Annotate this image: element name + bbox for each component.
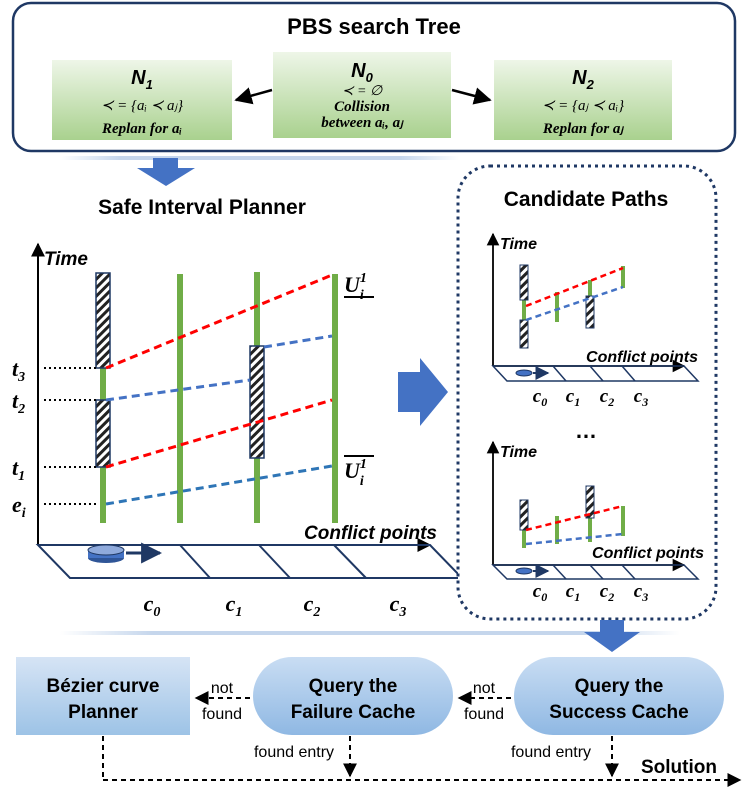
mini2-cell-c0: c0 — [533, 581, 547, 604]
node-n2-order: ≺ = {aⱼ ≺ aᵢ} — [542, 98, 624, 114]
collision-interval — [249, 345, 265, 459]
candidate-paths-title: Candidate Paths — [504, 188, 669, 211]
mini-chart-1: Time Conflict points c0 c1 c2 c3 — [486, 232, 700, 409]
found-entry-1: found entry — [254, 744, 334, 761]
safe-interval-c2 — [332, 274, 338, 523]
mini2-cell-c2: c2 — [600, 581, 614, 604]
sip-time-label: Time — [44, 249, 88, 270]
mini1-cell-c0: c0 — [533, 386, 547, 409]
tick-t3: t3 — [12, 356, 25, 385]
failure-cache-box — [253, 657, 453, 735]
candidate-path-blue — [263, 334, 333, 349]
sip-conflict-label: Conflict points — [304, 523, 437, 544]
sip-title: Safe Interval Planner — [98, 196, 306, 219]
sip-floor-divider — [258, 544, 291, 579]
query-flow: Bézier curve Planner Query the Failure C… — [16, 657, 742, 787]
solution-label: Solution — [641, 757, 717, 778]
node-n1-action: Replan for aᵢ — [101, 121, 182, 137]
failure-line1: Query the — [309, 676, 398, 697]
cell-c2: c2 — [304, 591, 321, 620]
tick-t1: t1 — [12, 455, 25, 484]
success-line2: Success Cache — [549, 702, 688, 723]
tick-ei: ei — [12, 492, 26, 521]
mini1-cell-c3: c3 — [634, 386, 648, 409]
mini2-conflict-label: Conflict points — [592, 545, 704, 562]
mini-chart-2: Time Conflict points c0 c1 c2 c3 — [486, 440, 704, 604]
cell-c3: c3 — [390, 591, 407, 620]
not-found-2-line1: not — [473, 680, 496, 697]
tick-t2: t2 — [12, 388, 25, 417]
found-entry-2: found entry — [511, 744, 591, 761]
sip-chart: Time Conflict points — [12, 242, 465, 620]
cell-c0: c0 — [144, 591, 161, 620]
lower-bound-label: U1 i — [344, 457, 367, 489]
bezier-line1: Bézier curve — [46, 676, 159, 697]
candidate-path-lower — [105, 464, 333, 506]
node-n1: N1 ≺ = {aᵢ ≺ aⱼ} Replan for aᵢ — [52, 60, 232, 140]
node-n1-order: ≺ = {aᵢ ≺ aⱼ} — [101, 98, 183, 114]
mini2-time-label: Time — [500, 444, 537, 461]
failure-line2: Failure Cache — [291, 702, 416, 723]
divider-top — [60, 156, 460, 160]
divider-bottom — [60, 631, 680, 635]
robot-icon — [87, 542, 163, 564]
upper-bound-label: U1 i — [344, 271, 367, 303]
node-n0: N0 ≺ = ∅ Collision between aᵢ, aⱼ — [273, 52, 451, 138]
mini2-cell-c1: c1 — [566, 581, 580, 604]
candidate-path-blue — [105, 378, 251, 402]
robot-icon — [515, 369, 533, 377]
down-arrow-icon — [137, 158, 195, 186]
sip-floor-divider — [333, 544, 367, 579]
not-found-1-line1: not — [211, 680, 234, 697]
arrow-n0-to-n1 — [234, 87, 273, 105]
node-n0-collision: Collision — [334, 99, 390, 115]
node-n2-action: Replan for aⱼ — [542, 121, 625, 137]
node-n0-name: N0 — [351, 60, 373, 85]
robot-icon — [515, 567, 533, 575]
node-n0-between: between aᵢ, aⱼ — [321, 115, 404, 131]
node-n2-name: N2 — [572, 67, 594, 92]
collision-interval — [95, 399, 111, 468]
not-found-2-line2: found — [464, 706, 504, 723]
not-found-1-line2: found — [202, 706, 242, 723]
mini1-time-label: Time — [500, 236, 537, 253]
node-n2-box — [494, 60, 672, 140]
node-n0-box — [273, 52, 451, 138]
mini2-cell-c3: c3 — [634, 581, 648, 604]
node-n2: N2 ≺ = {aⱼ ≺ aᵢ} Replan for aⱼ — [494, 60, 672, 140]
sip-floor-divider — [179, 544, 211, 579]
right-arrow-icon — [398, 358, 448, 426]
arrow-n0-to-n2 — [451, 87, 492, 105]
success-line1: Query the — [575, 676, 664, 697]
collision-interval — [95, 272, 111, 369]
more-candidates-ellipsis: … — [575, 418, 597, 443]
candidate-path-red — [105, 273, 333, 370]
node-n1-box — [52, 60, 232, 140]
bezier-planner-box — [16, 657, 190, 735]
down-arrow-icon — [584, 620, 640, 652]
mini1-cell-c1: c1 — [566, 386, 580, 409]
cell-c1: c1 — [226, 591, 243, 620]
bezier-line2: Planner — [68, 702, 138, 723]
mini1-cell-c2: c2 — [600, 386, 614, 409]
candidate-path-red — [105, 398, 333, 469]
pbs-search-tree: PBS search Tree N1 ≺ = {aᵢ ≺ aⱼ} Replan … — [11, 1, 737, 153]
success-cache-box — [514, 657, 724, 735]
node-n1-name: N1 — [131, 67, 153, 92]
candidate-paths-panel: Candidate Paths Time Conflict points c0 … — [456, 164, 718, 621]
pbs-tree-title: PBS search Tree — [287, 14, 461, 39]
mini1-conflict-label: Conflict points — [586, 349, 698, 366]
safe-interval-c0-c1 — [177, 274, 183, 523]
node-n0-order: ≺ = ∅ — [342, 84, 383, 99]
